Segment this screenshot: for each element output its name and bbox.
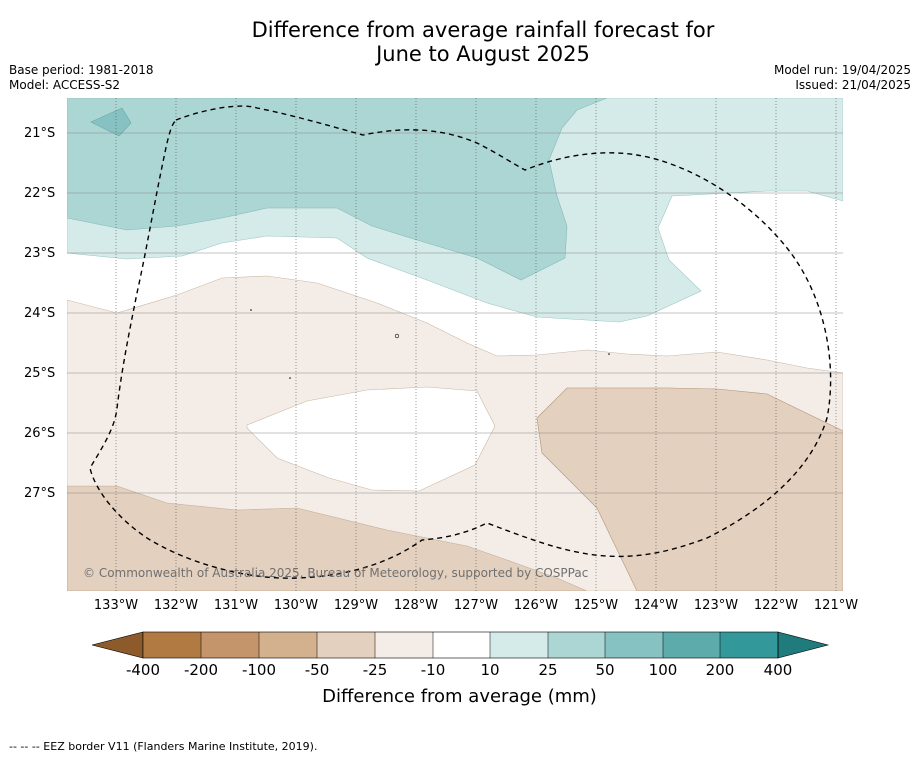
model-run: Model run: 19/04/2025 (773, 63, 911, 77)
colorbar-segment (663, 632, 720, 658)
island-dot (250, 309, 252, 311)
island-dot (289, 377, 291, 379)
eez-legend-note: -- -- -- EEZ border V11 (Flanders Marine… (9, 740, 318, 753)
colorbar-label: Difference from average (mm) (322, 686, 597, 707)
lon-label: 132°W (153, 598, 199, 613)
lon-label: 126°W (513, 598, 559, 613)
base-period: Base period: 1981-2018 (9, 63, 154, 77)
lat-label: 23°S (24, 246, 56, 261)
colorbar-segment (317, 632, 375, 658)
lat-label: 21°S (24, 126, 56, 141)
colorbar-tick: 400 (763, 661, 793, 679)
colorbar-tick: 10 (480, 661, 500, 679)
lon-label: 122°W (753, 598, 799, 613)
contour-teal-band (67, 98, 608, 281)
contour-brown-right (536, 387, 843, 591)
lat-label: 22°S (24, 186, 56, 201)
colorbar-segment (720, 632, 778, 658)
colorbar-tick: 25 (538, 661, 558, 679)
eez-border (89, 105, 832, 579)
island-dot (608, 353, 610, 355)
lon-label: 127°W (453, 598, 499, 613)
colorbar (91, 631, 830, 659)
colorbar-segment (605, 632, 663, 658)
lon-label: 130°W (273, 598, 319, 613)
colorbar-tick: 50 (595, 661, 615, 679)
colorbar-tick: 200 (705, 661, 735, 679)
lon-label: 128°W (393, 598, 439, 613)
colorbar-tick: -25 (362, 661, 388, 679)
colorbar-tick: -200 (183, 661, 219, 679)
rainfall-map (67, 98, 843, 591)
lon-label: 121°W (813, 598, 859, 613)
grid-lines (67, 98, 843, 591)
lat-label: 24°S (24, 306, 56, 321)
colorbar-tick: -100 (241, 661, 277, 679)
colorbar-tick: -10 (420, 661, 446, 679)
title-line-1: Difference from average rainfall forecas… (251, 18, 715, 42)
lon-label: 133°W (93, 598, 139, 613)
lon-label: 125°W (573, 598, 619, 613)
colorbar-segment (201, 632, 259, 658)
model-name: Model: ACCESS-S2 (9, 78, 121, 92)
colorbar-segment (490, 632, 548, 658)
copyright-text: © Commonwealth of Australia 2025, Bureau… (83, 566, 589, 580)
colorbar-segment (433, 632, 490, 658)
lon-label: 131°W (213, 598, 259, 613)
lat-label: 25°S (24, 366, 56, 381)
title-line-2: June to August 2025 (376, 42, 590, 66)
lon-label: 123°W (693, 598, 739, 613)
colorbar-arrow-right (777, 631, 830, 659)
colorbar-segment (143, 632, 201, 658)
meta-right: Model run: 19/04/2025 Issued: 21/04/2025 (774, 63, 911, 93)
colorbar-segment (375, 632, 433, 658)
colorbar-arrow-left (91, 631, 144, 659)
island-dot (394, 333, 400, 339)
contour-white-hole (246, 386, 496, 492)
lat-label: 27°S (24, 486, 56, 501)
issued-date: Issued: 21/04/2025 (795, 78, 911, 92)
lon-label: 129°W (333, 598, 379, 613)
colorbar-tick: -400 (125, 661, 161, 679)
colorbar-segment (548, 632, 605, 658)
lat-label: 26°S (24, 426, 56, 441)
lon-label: 124°W (633, 598, 679, 613)
colorbar-segment (259, 632, 317, 658)
colorbar-tick: 100 (648, 661, 678, 679)
contour-darkteal-patch (90, 107, 132, 137)
meta-left: Base period: 1981-2018 Model: ACCESS-S2 (9, 63, 154, 93)
colorbar-tick: -50 (304, 661, 330, 679)
chart-title: Difference from average rainfall forecas… (0, 18, 919, 66)
